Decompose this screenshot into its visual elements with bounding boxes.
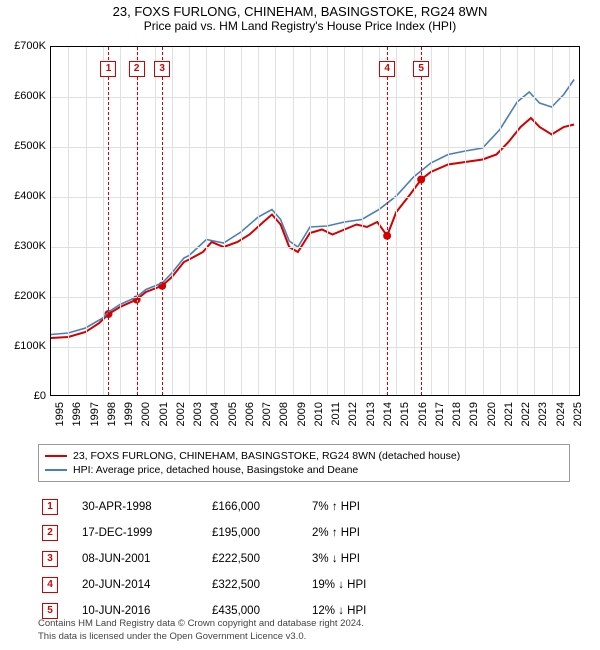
x-axis-label: 1997 [89, 402, 101, 426]
legend: 23, FOXS FURLONG, CHINEHAM, BASINGSTOKE,… [38, 444, 570, 482]
legend-item: HPI: Average price, detached house, Basi… [45, 463, 563, 477]
marker-box: 1 [100, 61, 116, 77]
footer-attribution: Contains HM Land Registry data © Crown c… [38, 618, 364, 644]
x-axis-label: 2011 [330, 402, 342, 426]
x-axis-label: 2013 [365, 402, 377, 426]
transaction-row: 130-APR-1998£166,0007% ↑ HPI [38, 494, 570, 520]
marker-box: 4 [379, 61, 395, 77]
chart-subtitle: Price paid vs. HM Land Registry's House … [0, 19, 600, 37]
chart-container: 23, FOXS FURLONG, CHINEHAM, BASINGSTOKE,… [0, 0, 600, 650]
footer-line1: Contains HM Land Registry data © Crown c… [38, 618, 364, 631]
x-axis-label: 2025 [572, 402, 584, 426]
plot-area: 123 4 5 [50, 46, 580, 396]
x-axis-label: 2006 [244, 402, 256, 426]
x-axis-label: 2009 [296, 402, 308, 426]
x-axis-label: 2020 [486, 402, 498, 426]
y-axis-label: £700K [4, 40, 46, 52]
x-axis-label: 2008 [278, 402, 290, 426]
x-axis-label: 2012 [347, 402, 359, 426]
transaction-row: 420-JUN-2014£322,50019% ↓ HPI [38, 572, 570, 598]
x-axis-label: 2010 [313, 402, 325, 426]
transactions-table: 130-APR-1998£166,0007% ↑ HPI217-DEC-1999… [38, 494, 570, 624]
x-axis-label: 2003 [192, 402, 204, 426]
x-axis-label: 2015 [399, 402, 411, 426]
x-axis-label: 1995 [54, 402, 66, 426]
y-axis-label: £600K [4, 90, 46, 102]
y-axis-label: £300K [4, 240, 46, 252]
footer-line2: This data is licensed under the Open Gov… [38, 631, 364, 644]
y-axis-label: £200K [4, 290, 46, 302]
x-axis-label: 2021 [503, 402, 515, 426]
x-axis-label: 1998 [106, 402, 118, 426]
x-axis-label: 2007 [261, 402, 273, 426]
x-axis-label: 2017 [434, 402, 446, 426]
x-axis-label: 2022 [520, 402, 532, 426]
y-axis-label: £400K [4, 190, 46, 202]
y-axis-label: £500K [4, 140, 46, 152]
x-axis-label: 1996 [71, 402, 83, 426]
marker-box: 2 [129, 61, 145, 77]
transaction-row: 217-DEC-1999£195,0002% ↑ HPI [38, 520, 570, 546]
legend-item: 23, FOXS FURLONG, CHINEHAM, BASINGSTOKE,… [45, 449, 563, 463]
x-axis-label: 2004 [209, 402, 221, 426]
x-axis-label: 2018 [451, 402, 463, 426]
transaction-row: 308-JUN-2001£222,5003% ↓ HPI [38, 546, 570, 572]
x-axis-label: 2023 [537, 402, 549, 426]
x-axis-label: 2014 [382, 402, 394, 426]
x-axis-label: 2001 [158, 402, 170, 426]
x-axis-label: 2019 [468, 402, 480, 426]
y-axis-label: £100K [4, 340, 46, 352]
x-axis-label: 2024 [555, 402, 567, 426]
x-axis-label: 2000 [140, 402, 152, 426]
x-axis-label: 2016 [417, 402, 429, 426]
plot-svg [51, 47, 581, 397]
marker-box: 3 [154, 61, 170, 77]
x-axis-label: 1999 [123, 402, 135, 426]
y-axis-label: £0 [4, 390, 46, 402]
x-axis-label: 2005 [227, 402, 239, 426]
x-axis-label: 2002 [175, 402, 187, 426]
marker-box: 5 [413, 61, 429, 77]
chart-title: 23, FOXS FURLONG, CHINEHAM, BASINGSTOKE,… [0, 0, 600, 19]
